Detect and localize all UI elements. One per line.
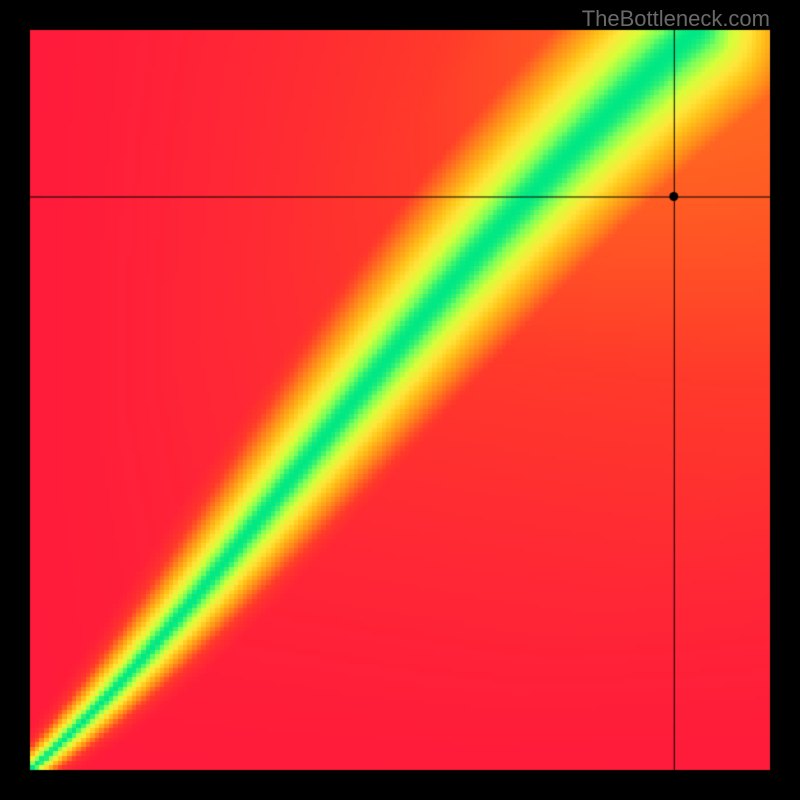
watermark-text: TheBottleneck.com	[582, 6, 770, 32]
chart-container: TheBottleneck.com	[0, 0, 800, 800]
bottleneck-heatmap-canvas	[0, 0, 800, 800]
